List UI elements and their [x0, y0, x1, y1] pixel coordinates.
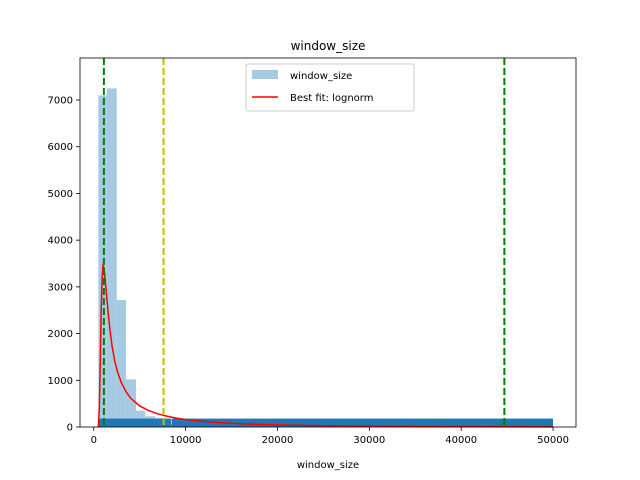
x-tick-label-4: 40000	[445, 435, 477, 446]
fit-curve-line	[97, 263, 554, 428]
legend-box	[245, 63, 415, 112]
axes: 0 10000 20000 30000 40000 50000 0 1000 2000 3000 4…	[48, 57, 577, 446]
y-tick-label-7: 7000	[48, 96, 73, 107]
chart-title: window_size	[291, 39, 366, 53]
histogram-bar-0	[98, 95, 107, 427]
axes-frame	[79, 57, 577, 428]
histogram-bar-3	[125, 379, 137, 427]
rug-segment-1	[170, 424, 172, 427]
rug-segment-0	[98, 418, 171, 427]
y-tick-label-4: 4000	[48, 236, 73, 247]
legend-label-1: Best fit: lognorm	[290, 93, 373, 104]
x-tick-label-2: 20000	[262, 435, 294, 446]
y-tick-label-6: 6000	[48, 142, 73, 153]
x-tick-label-0: 0	[91, 435, 97, 446]
legend: window_size Best fit: lognorm	[245, 63, 415, 112]
plot-area	[97, 58, 554, 428]
y-tick-label-2: 2000	[48, 329, 73, 340]
legend-label-0: window_size	[290, 71, 352, 82]
y-tick-label-1: 1000	[48, 376, 73, 387]
x-axis-title: window_size	[297, 460, 359, 471]
y-tick-label-3: 3000	[48, 282, 73, 293]
y-tick-label-5: 5000	[48, 189, 73, 200]
x-tick-label-3: 30000	[353, 435, 385, 446]
histogram-bar-1	[106, 88, 117, 428]
y-tick-label-0: 0	[67, 423, 73, 434]
x-tick-label-1: 10000	[170, 435, 202, 446]
legend-swatch-histogram	[252, 70, 278, 79]
rug-segment-2	[171, 418, 554, 427]
x-tick-label-5: 50000	[537, 435, 569, 446]
histogram-bar-2	[116, 299, 126, 427]
